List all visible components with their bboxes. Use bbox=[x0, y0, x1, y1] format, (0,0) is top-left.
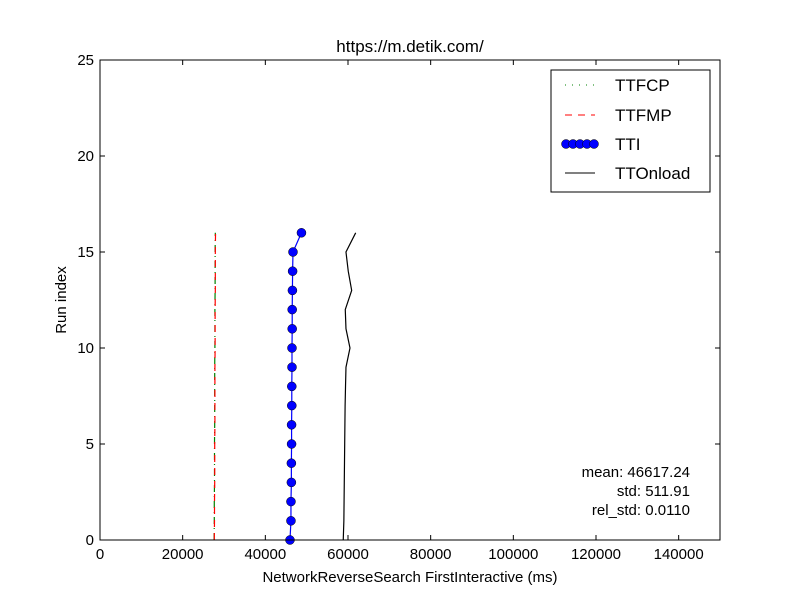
series-tti-point bbox=[287, 285, 298, 296]
x-tick-label: 60000 bbox=[327, 546, 369, 563]
legend-ttfcp: TTFCP bbox=[615, 76, 670, 95]
y-tick-label: 25 bbox=[77, 52, 94, 69]
series-tti-point bbox=[287, 362, 297, 372]
y-tick-label: 0 bbox=[86, 532, 94, 549]
ticks-layer: 0 20000 40000 60000 80000 100000 120000 140000 0… bbox=[77, 52, 720, 563]
y-tick-label: 10 bbox=[77, 340, 94, 357]
series-tti-point bbox=[287, 304, 297, 315]
legend: TTFCP TTFMP TTI TTOnload bbox=[550, 69, 711, 193]
series-tti-point bbox=[286, 458, 297, 468]
y-axis-label: Run index bbox=[53, 266, 70, 334]
y-tick-label: 15 bbox=[77, 244, 94, 261]
plot-frame bbox=[99, 59, 721, 541]
x-tick-label: 80000 bbox=[410, 546, 452, 563]
series-tti-point bbox=[287, 381, 297, 392]
series-tti-point bbox=[287, 343, 297, 353]
x-tick-label: 100000 bbox=[488, 546, 538, 563]
legend-ttfmp: TTFMP bbox=[615, 106, 672, 125]
series-layer bbox=[213, 228, 357, 545]
x-tick-label: 120000 bbox=[571, 546, 621, 563]
x-tick-label: 40000 bbox=[244, 546, 286, 563]
legend-box bbox=[550, 69, 711, 193]
x-tick-label: 20000 bbox=[162, 546, 204, 563]
series-ttfmp-line bbox=[213, 232, 217, 541]
annotation-std: std: 511.91 bbox=[617, 483, 690, 500]
legend-ttonload: TTOnload bbox=[615, 164, 690, 183]
series-tti-point bbox=[286, 439, 297, 449]
series-tti-point bbox=[286, 516, 296, 526]
legend-tti-markers bbox=[561, 139, 599, 149]
x-axis-label: NetworkReverseSearch FirstInteractive (m… bbox=[262, 569, 557, 586]
legend-tti: TTI bbox=[615, 135, 641, 154]
series-tti-point bbox=[286, 420, 297, 430]
series-tti-point bbox=[286, 496, 296, 507]
series-tti-point bbox=[288, 247, 298, 257]
x-tick-label: 140000 bbox=[654, 546, 704, 563]
x-tick-label: 0 bbox=[96, 546, 104, 563]
y-tick-label: 20 bbox=[77, 148, 94, 165]
annotation-rel-std: rel_std: 0.0110 bbox=[592, 502, 690, 519]
series-tti-point bbox=[286, 477, 297, 488]
chart-title: https://m.detik.com/ bbox=[336, 37, 484, 56]
series-tti-point bbox=[287, 324, 297, 334]
series-tti-point bbox=[296, 228, 307, 238]
annotation-mean: mean: 46617.24 bbox=[582, 464, 690, 481]
series-tti-point bbox=[287, 400, 297, 411]
series-ttfcp-line bbox=[213, 232, 216, 541]
series-tti-point bbox=[287, 266, 298, 276]
series-ttonload-line bbox=[342, 232, 357, 541]
y-tick-label: 5 bbox=[86, 436, 94, 453]
